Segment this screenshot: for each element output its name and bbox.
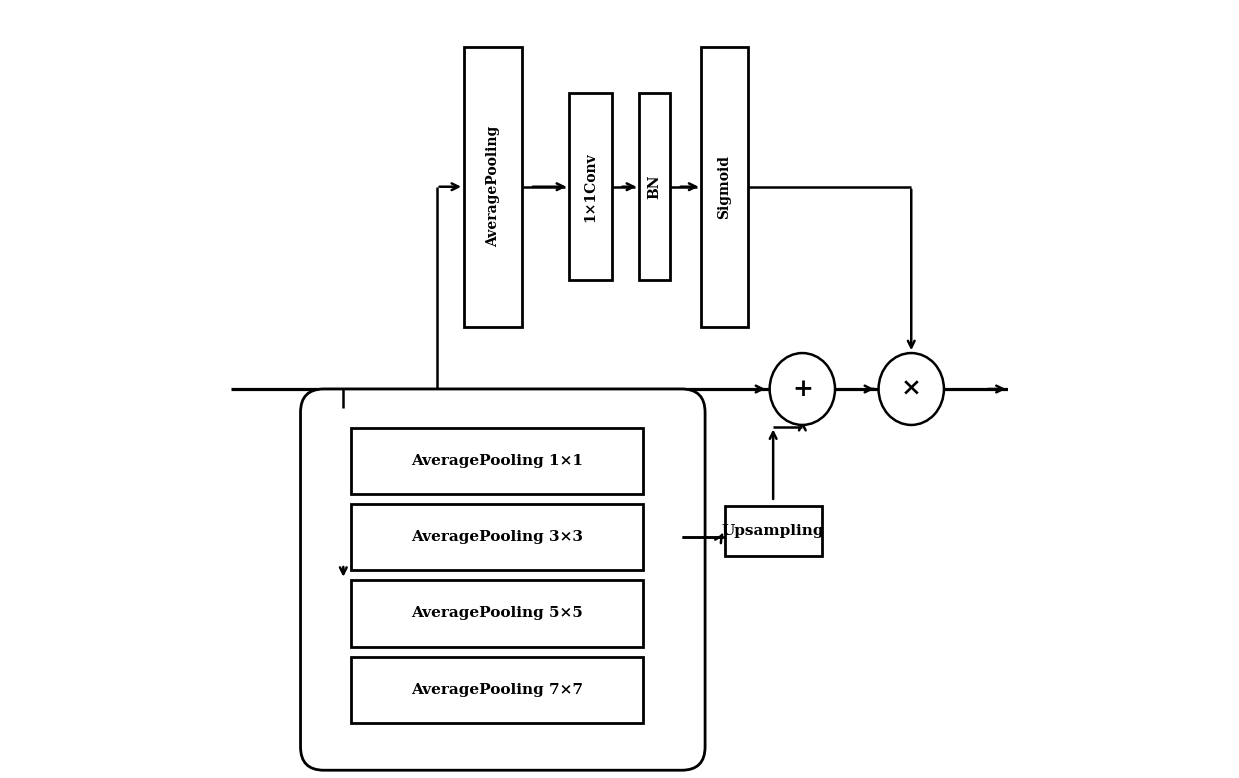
Text: AveragePooling 3×3: AveragePooling 3×3 [411,531,584,544]
Bar [463,47,523,327]
Bar [351,657,643,723]
Bar [351,504,643,570]
Text: AveragePooling: AveragePooling [486,126,501,247]
Bar [701,47,748,327]
Text: 1×1Conv: 1×1Conv [584,152,597,222]
Text: AveragePooling 1×1: AveragePooling 1×1 [411,454,584,468]
Text: AveragePooling 7×7: AveragePooling 7×7 [411,683,584,696]
Bar [351,428,643,494]
Ellipse shape [878,353,944,425]
FancyBboxPatch shape [301,389,705,770]
Bar [569,93,612,280]
Bar [725,506,821,556]
Text: Upsampling: Upsampling [722,524,824,538]
Text: +: + [792,377,813,401]
Ellipse shape [769,353,835,425]
Text: AveragePooling 5×5: AveragePooling 5×5 [411,607,582,620]
Text: ×: × [901,377,922,401]
Bar [639,93,670,280]
Bar [351,580,643,647]
Text: Sigmoid: Sigmoid [717,155,731,219]
Text: BN: BN [648,174,662,199]
